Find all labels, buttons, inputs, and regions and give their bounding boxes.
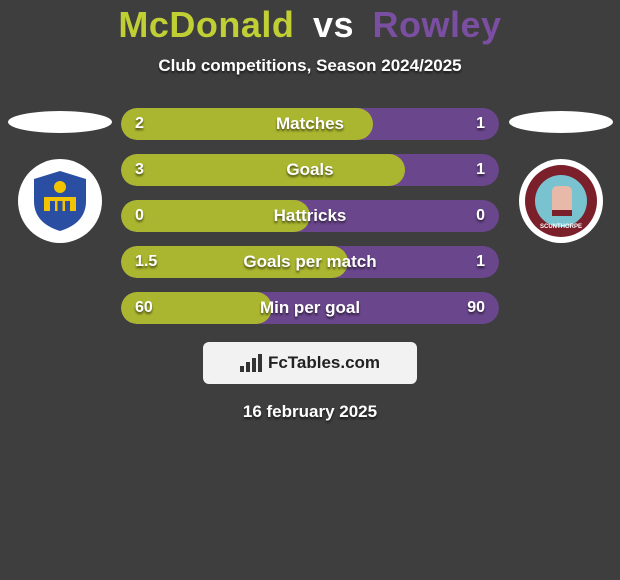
stat-bar: 1.51Goals per match [121, 246, 499, 278]
date-label: 16 february 2025 [243, 402, 377, 422]
left-side [6, 108, 113, 243]
player-1-silhouette [8, 111, 112, 133]
main-row: 21Matches 31Goals 00Hattricks 1.51Goals per… [0, 108, 620, 324]
attribution-text: FcTables.com [268, 353, 380, 373]
stat-label: Goals per match [121, 246, 499, 278]
stat-bar: 31Goals [121, 154, 499, 186]
card-title: McDonald vs Rowley [118, 4, 501, 46]
stat-label: Goals [121, 154, 499, 186]
team-1-crest [18, 159, 102, 243]
attribution-badge: FcTables.com [203, 342, 417, 384]
player-2-silhouette [509, 111, 613, 133]
right-side: SCUNTHORPE [507, 108, 614, 243]
vs-label: vs [313, 4, 354, 45]
player-1-name: McDonald [118, 4, 294, 45]
comparison-card: McDonald vs Rowley Club competitions, Se… [0, 0, 620, 580]
card-subtitle: Club competitions, Season 2024/2025 [158, 56, 461, 76]
stat-bar: 00Hattricks [121, 200, 499, 232]
team-2-crest: SCUNTHORPE [519, 159, 603, 243]
stat-bar: 6090Min per goal [121, 292, 499, 324]
stat-label: Matches [121, 108, 499, 140]
shield-icon [26, 167, 94, 235]
svg-text:SCUNTHORPE: SCUNTHORPE [539, 224, 581, 230]
badge-icon: SCUNTHORPE [522, 162, 600, 240]
stat-bar: 21Matches [121, 108, 499, 140]
stat-label: Hattricks [121, 200, 499, 232]
stat-bars: 21Matches 31Goals 00Hattricks 1.51Goals per… [121, 108, 499, 324]
bars-icon [240, 354, 262, 372]
stat-label: Min per goal [121, 292, 499, 324]
player-2-name: Rowley [373, 4, 502, 45]
